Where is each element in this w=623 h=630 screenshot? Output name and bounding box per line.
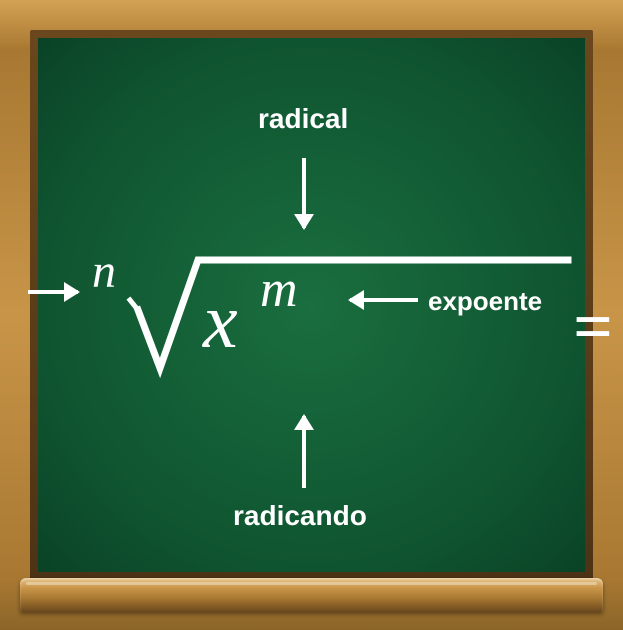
chalkboard-frame: radical expoente radicando n x m = [0, 0, 623, 630]
annotation-arrows [38, 38, 598, 578]
chalkboard-inner-frame: radical expoente radicando n x m = [30, 30, 593, 580]
chalk-tray [20, 578, 603, 612]
chalkboard-surface: radical expoente radicando n x m = [38, 38, 585, 572]
